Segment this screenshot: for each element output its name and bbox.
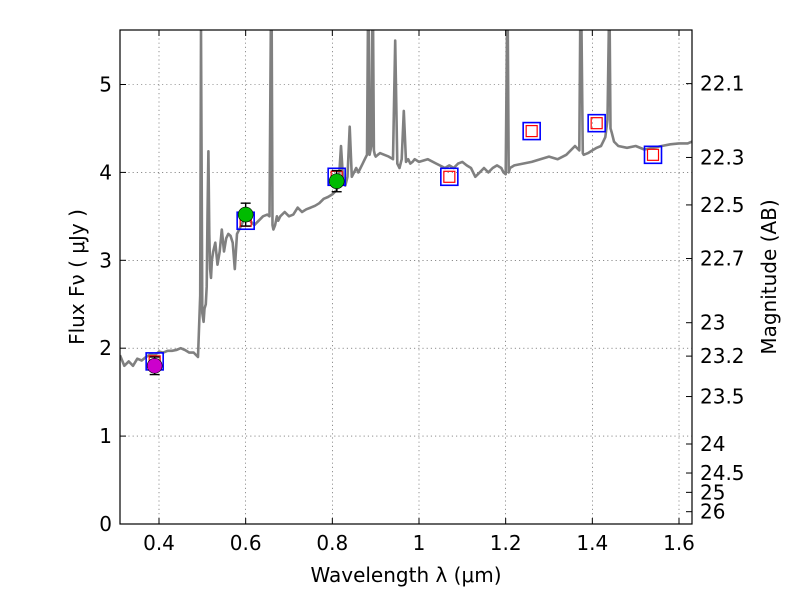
y2-axis-label: Magnitude (AB) — [757, 199, 781, 354]
x-tick-label: 1.2 — [490, 531, 522, 555]
x-axis-label: Wavelength λ (μm) — [310, 563, 501, 587]
model-photometry-inner-square — [646, 148, 660, 161]
y2-tick-label: 26 — [700, 500, 725, 524]
x-tick-label: 0.6 — [230, 531, 262, 555]
y-tick-label: 5 — [99, 72, 112, 96]
y2-tick-label: 22.1 — [700, 72, 745, 96]
y2-tick-label: 24 — [700, 432, 725, 456]
y2-tick-label: 22.3 — [700, 145, 745, 169]
axes-frame — [119, 29, 693, 525]
series-group — [120, 30, 692, 376]
y-tick-label: 0 — [99, 512, 112, 536]
plot-area — [120, 30, 692, 376]
observed-flux-point — [146, 357, 163, 374]
spectrum-line — [120, 30, 692, 368]
y2-tick-label: 23 — [700, 311, 725, 335]
observed-flux-point — [328, 173, 345, 189]
y-tick-label: 3 — [99, 248, 112, 272]
x-tick-label: 1 — [413, 531, 426, 555]
x-tick-label: 1.4 — [576, 531, 608, 555]
observed-flux-point — [237, 206, 254, 223]
y2-tick-label: 24.5 — [700, 461, 745, 485]
y-tick-label: 4 — [99, 160, 112, 184]
x-tick-label: 0.4 — [143, 531, 175, 555]
y2-tick-label: 23.5 — [700, 385, 745, 409]
model-photometry-inner-square — [525, 124, 538, 138]
model-photometry-square — [522, 121, 541, 141]
y-axis-label: Flux Fν ( μJy ) — [65, 209, 89, 345]
y-axis: 0 1 2 3 4 5 — [99, 72, 126, 536]
y-tick-label: 2 — [99, 336, 112, 360]
model-photometry-square — [643, 145, 663, 165]
x-tick-label: 0.8 — [316, 531, 348, 555]
model-photometry-inner-square — [590, 117, 603, 130]
y-tick-label: 1 — [99, 424, 112, 448]
model-photometry-square — [440, 167, 459, 187]
x-tick-label: 1.6 — [663, 531, 695, 555]
model-photometry-inner-square — [443, 170, 456, 183]
y2-tick-label: 22.5 — [700, 193, 745, 217]
y2-tick-label: 25 — [700, 480, 725, 504]
y2-tick-label: 23.2 — [700, 344, 745, 368]
y2-tick-label: 22.7 — [700, 247, 745, 271]
x-axis: 0.4 0.6 0.8 1 1.2 1.4 1.6 — [143, 30, 695, 555]
model-photometry-square — [587, 113, 606, 133]
